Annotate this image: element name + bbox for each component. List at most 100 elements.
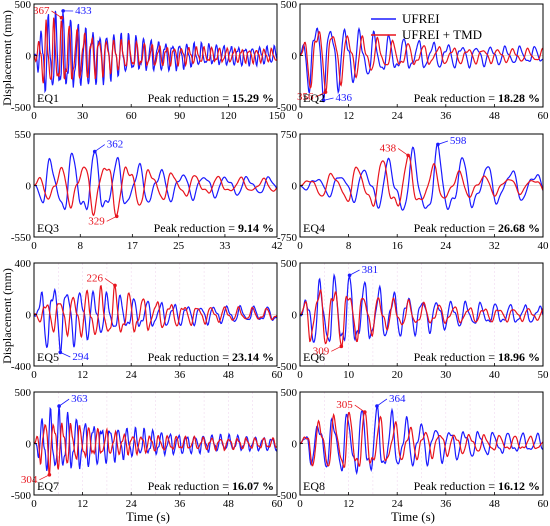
peak-label-ufrei: 362 (107, 139, 124, 151)
peak-leader-tmd (39, 474, 50, 481)
series-tmd-line (33, 422, 278, 477)
x-tick-label: 50 (538, 369, 550, 381)
y-tick-label: -500 (277, 102, 298, 114)
peak-leader-ufrei (58, 398, 70, 407)
x-tick-label: 12 (343, 110, 354, 122)
peak-reduction-note: Peak reduction = 18.96 % (414, 350, 540, 364)
y-tick-label: 500 (281, 0, 298, 11)
x-tick-label: 48 (489, 498, 501, 510)
panel-label: EQ3 (37, 221, 59, 235)
y-tick-label: 500 (281, 387, 298, 399)
peak-label-tmd: 305 (336, 399, 353, 411)
xlabel-left: Time (s) (126, 509, 170, 524)
x-tick-label: 0 (31, 498, 37, 510)
x-tick-label: 17 (127, 240, 139, 252)
x-tick-label: 24 (126, 369, 138, 381)
peak-label-ufrei: 436 (335, 92, 352, 104)
panel-label: EQ2 (303, 91, 325, 105)
peak-label-ufrei: 363 (71, 393, 88, 405)
peak-label-ufrei: 364 (389, 393, 406, 405)
x-tick-label: 33 (219, 240, 231, 252)
peak-label-tmd: 367 (33, 5, 50, 17)
peak-reduction-note: Peak reduction = 9.14 % (154, 221, 274, 235)
panel-label: EQ7 (37, 479, 59, 493)
panel-label: EQ5 (37, 350, 59, 364)
peak-leader-ufrei (94, 144, 105, 152)
y-tick-label: -500 (11, 490, 32, 502)
x-tick-label: 60 (272, 498, 284, 510)
peak-reduction-prefix: Peak reduction = (154, 221, 238, 235)
x-tick-label: 12 (343, 498, 354, 510)
y-tick-label: -550 (11, 232, 32, 244)
x-tick-label: 36 (174, 369, 186, 381)
y-tick-label: 0 (26, 181, 32, 193)
y-tick-label: 500 (281, 258, 298, 270)
y-tick-label: 0 (292, 181, 298, 193)
peak-reduction-value: 23.14 % (232, 350, 274, 364)
peak-leader-tmd (331, 345, 342, 352)
x-tick-label: 12 (77, 369, 88, 381)
series-tmd-line (33, 17, 278, 84)
peak-leader-tmd (397, 148, 409, 156)
panel-label: EQ8 (303, 479, 325, 493)
peak-reduction-value: 16.12 % (498, 479, 540, 493)
series-ufrei-line (33, 10, 278, 94)
y-tick-label: -500 (277, 490, 298, 502)
x-tick-label: 60 (538, 498, 550, 510)
y-tick-label: 500 (15, 387, 32, 399)
peak-label-tmd: 438 (380, 142, 397, 154)
x-tick-label: 24 (440, 240, 452, 252)
y-tick-label: 750 (281, 129, 298, 141)
peak-leader-tmd (51, 10, 62, 19)
peak-label-tmd: 329 (88, 215, 105, 227)
peak-reduction-prefix: Peak reduction = (414, 479, 498, 493)
y-tick-label: -500 (277, 361, 298, 373)
series-ufrei-line (299, 26, 543, 101)
x-tick-label: 60 (538, 110, 550, 122)
y-tick-label: 500 (15, 0, 32, 11)
legend-label-ufrei: UFREI (402, 11, 440, 26)
x-tick-label: 0 (297, 110, 303, 122)
series-tmd-line (33, 284, 278, 339)
peak-leader-ufrei (323, 97, 334, 101)
y-tick-label: 0 (26, 439, 32, 451)
x-tick-label: 24 (392, 498, 404, 510)
peak-reduction-note: Peak reduction = 16.07 % (148, 479, 274, 493)
xlabel-right: Time (s) (391, 509, 435, 524)
peak-reduction-value: 26.68 % (498, 221, 540, 235)
peak-leader-tmd (315, 91, 326, 98)
x-tick-label: 0 (297, 498, 303, 510)
x-tick-label: 8 (78, 240, 84, 252)
y-tick-label: 0 (26, 310, 32, 322)
x-tick-label: 150 (269, 110, 286, 122)
series-tmd-line (300, 289, 544, 348)
x-tick-label: 48 (223, 369, 235, 381)
peak-label-ufrei: 381 (362, 264, 379, 276)
x-tick-label: 40 (489, 369, 501, 381)
peak-label-ufrei: 294 (72, 351, 89, 363)
x-tick-label: 0 (31, 110, 37, 122)
peak-reduction-prefix: Peak reduction = (414, 221, 498, 235)
x-tick-label: 0 (31, 240, 37, 252)
peak-reduction-note: Peak reduction = 15.29 % (148, 91, 274, 105)
series-tmd-line (33, 166, 278, 218)
x-tick-label: 32 (489, 240, 500, 252)
y-tick-label: 550 (15, 129, 32, 141)
series-ufrei-line (33, 287, 278, 353)
x-tick-label: 20 (392, 369, 404, 381)
legend-label-tmd: UFREI + TMD (402, 27, 482, 42)
x-tick-label: 48 (489, 110, 501, 122)
peak-leader-tmd (104, 278, 116, 286)
x-tick-label: 36 (440, 110, 452, 122)
y-tick-label: 0 (292, 51, 298, 63)
ylabel-row-3: Displacement (mm) (0, 268, 14, 364)
x-tick-label: 12 (77, 498, 88, 510)
peak-reduction-prefix: Peak reduction = (414, 350, 498, 364)
peak-label-tmd: 309 (313, 345, 330, 357)
x-tick-label: 42 (272, 240, 283, 252)
